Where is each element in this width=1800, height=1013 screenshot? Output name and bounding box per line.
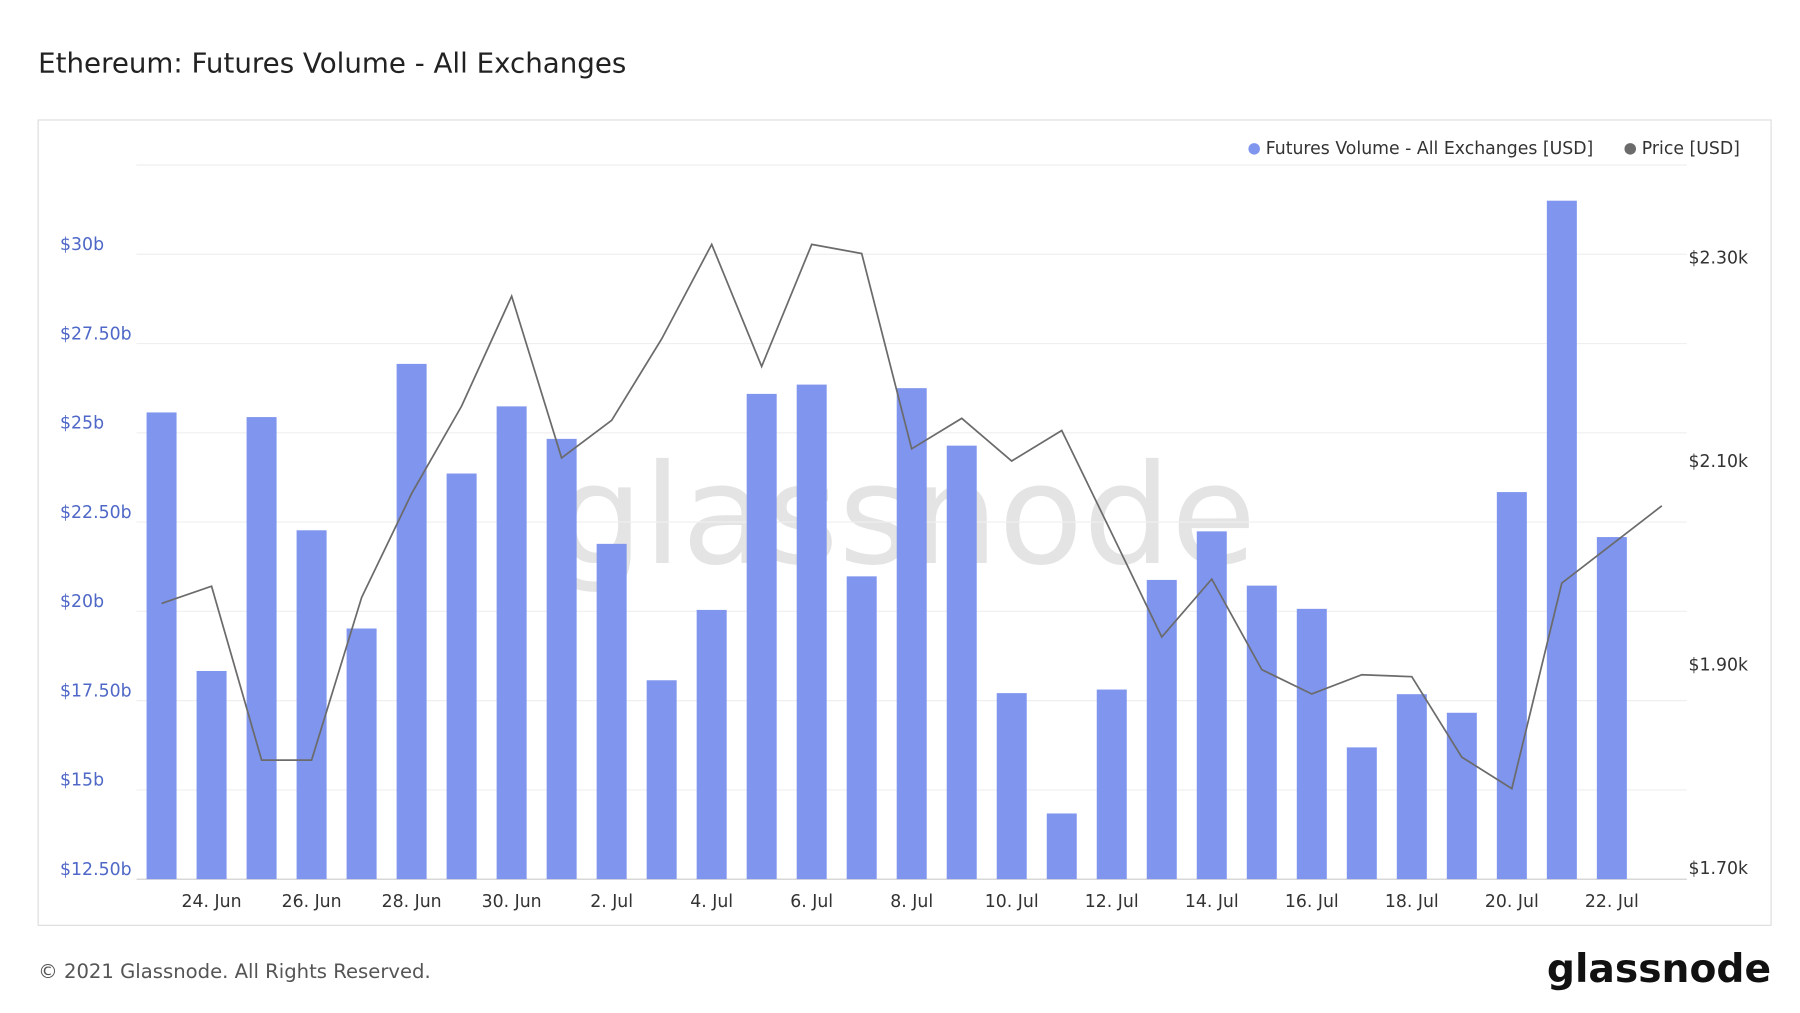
x-tick-label: 14. Jul (1185, 892, 1239, 912)
bar (1196, 531, 1227, 880)
x-tick-label: 26. Jun (282, 892, 342, 912)
y-tick-label: $25b (60, 414, 104, 434)
y2-tick-label: $2.10k (1688, 452, 1748, 472)
bar (1096, 689, 1127, 880)
y2-tick-label: $1.90k (1688, 656, 1748, 676)
legend-label: Futures Volume - All Exchanges [USD] (1266, 139, 1594, 159)
x-tick-label: 12. Jul (1085, 892, 1139, 912)
x-tick-label: 16. Jul (1285, 892, 1339, 912)
bar (196, 670, 227, 880)
x-tick-label: 4. Jul (690, 892, 733, 912)
bar (296, 530, 327, 880)
bar (446, 473, 477, 880)
bar (646, 680, 677, 880)
x-tick-label: 6. Jul (790, 892, 833, 912)
legend-marker (1624, 143, 1637, 155)
x-tick-label: 20. Jul (1485, 892, 1539, 912)
y-tick-label: $15b (60, 771, 104, 791)
y2-tick-label: $1.70k (1688, 859, 1748, 879)
bar (1046, 813, 1077, 880)
logo: glassnode (1547, 947, 1771, 992)
bar (996, 693, 1027, 880)
bar (896, 388, 927, 880)
legend-label: Price [USD] (1642, 139, 1740, 159)
bar (946, 445, 977, 880)
bar (246, 417, 277, 880)
bar (1396, 694, 1427, 880)
x-tick-label: 2. Jul (590, 892, 633, 912)
bar (696, 609, 727, 880)
bar (1546, 200, 1577, 880)
bar (346, 628, 377, 880)
y-tick-label: $20b (60, 592, 104, 612)
bar (1246, 585, 1277, 880)
bar (1296, 608, 1327, 880)
price-line (161, 242, 1663, 790)
bar (796, 384, 827, 880)
bar (1346, 747, 1377, 880)
x-tick-label: 22. Jul (1585, 892, 1639, 912)
x-tick-label: 30. Jun (482, 892, 542, 912)
bar (146, 412, 177, 880)
legend-marker (1248, 143, 1260, 155)
bar (846, 576, 877, 880)
bar (746, 393, 777, 880)
x-tick-label: 8. Jul (890, 892, 933, 912)
bar (1596, 537, 1627, 880)
y-tick-label: $12.50b (60, 860, 132, 880)
x-tick-label: 24. Jun (182, 892, 242, 912)
bar (546, 438, 577, 880)
y-tick-label: $17.50b (60, 681, 132, 701)
x-tick-label: 28. Jun (382, 892, 442, 912)
chart-title: Ethereum: Futures Volume - All Exchanges (38, 47, 626, 80)
footer: © 2021 Glassnode. All Rights Reserved. (38, 960, 431, 983)
bar (596, 543, 627, 880)
bar (396, 363, 427, 880)
bar (496, 406, 527, 880)
y-tick-label: $22.50b (60, 503, 132, 523)
bar (1496, 492, 1527, 880)
x-tick-label: 10. Jul (985, 892, 1039, 912)
y-tick-label: $30b (60, 235, 104, 255)
bar (1146, 579, 1177, 880)
y-tick-label: $27.50b (60, 324, 132, 344)
bar (1446, 712, 1477, 880)
x-tick-label: 18. Jul (1385, 892, 1439, 912)
y2-tick-label: $2.30k (1688, 249, 1748, 269)
